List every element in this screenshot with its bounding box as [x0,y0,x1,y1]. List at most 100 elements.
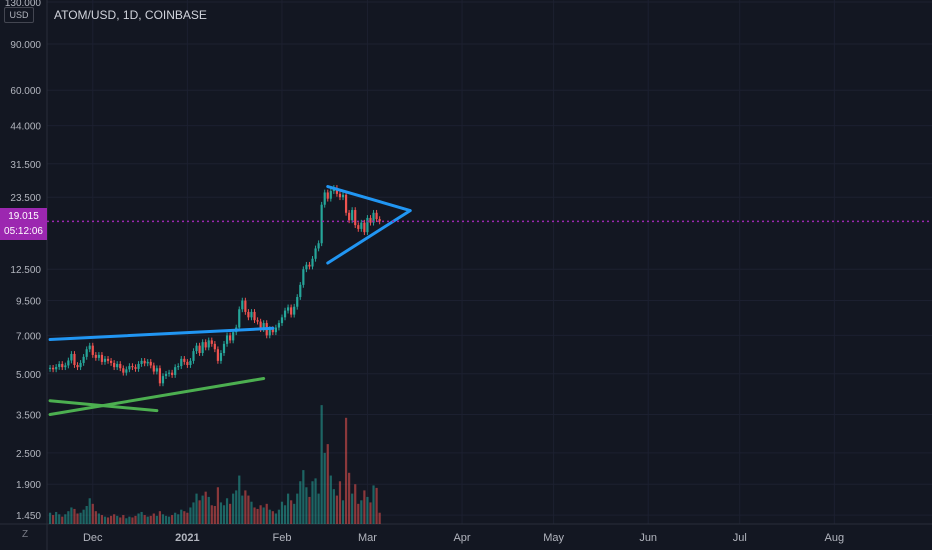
candle-body [61,363,64,368]
candle-body [344,194,348,213]
volume-bar [277,509,281,524]
volume-bar [329,475,332,524]
volume-bar [146,516,149,524]
volume-bar [161,514,165,524]
candle-body [216,349,219,361]
volume-bar [128,516,131,524]
candle-body [113,362,116,368]
candle-body [247,311,250,318]
candle-body [82,356,85,363]
candle-body [369,217,372,223]
candle-body [326,192,329,199]
candle-body [262,323,265,330]
candle-body [308,264,311,267]
volume-bar [268,509,271,524]
volume-bar [106,517,110,524]
volume-bar [311,481,314,524]
volume-bar [207,496,210,524]
candle-body [201,342,204,353]
volume-bar [274,513,277,524]
candle-body [354,210,357,226]
trend-line [48,326,275,342]
volume-bar [341,500,345,524]
candle-body [360,222,363,229]
candle-body [55,366,58,370]
candle-body [198,345,201,353]
candle-body [146,361,149,364]
candle-body [314,248,317,259]
volume-bar [354,484,357,524]
volume-bar [195,493,198,524]
currency-unit-badge[interactable]: USD [4,7,34,23]
y-tick-label: 44.000 [10,122,41,133]
volume-bar [82,509,85,524]
volume-bar [113,514,116,524]
candle-body [140,360,143,364]
candle-body [177,366,180,368]
candle-body [232,332,235,341]
candle-body [122,368,125,373]
volume-bar [88,498,91,524]
volume-bar [192,502,195,524]
candle-body [143,360,146,364]
volume-bar [363,490,366,524]
volume-bar [335,495,339,524]
volume-bar [70,507,73,524]
volume-bar [125,518,128,524]
candle-body [183,358,186,362]
volume-bar [241,495,244,524]
volume-bar [271,511,274,524]
volume-bar [210,505,213,524]
candle-body [70,353,73,361]
volume-bar [305,487,308,524]
volume-bar [296,493,299,524]
candle-body [277,323,281,328]
candle-body [225,335,229,344]
current-price-label: 19.015 [8,211,39,222]
candle-body [274,327,277,333]
price-axis-panel [0,0,47,550]
volume-bar [177,514,180,524]
candle-body [134,367,137,369]
candle-body [329,191,332,199]
volume-bar [52,515,55,524]
x-tick-label: Jun [639,532,657,544]
candle-body [171,372,174,375]
volume-bar [351,493,354,524]
candle-body [366,217,369,233]
volume-bar [67,511,70,524]
volume-bar [198,500,201,524]
volume-bar [158,511,162,524]
volume-bar [369,502,372,524]
candle-body [302,269,305,285]
symbol-title: ATOM/USD, 1D, COINBASE [54,8,207,22]
y-tick-label: 90.000 [10,40,41,51]
candle-body [293,306,296,315]
candle-body [378,219,381,222]
volume-bar [213,505,216,524]
volume-bar [219,502,223,524]
volume-bar [79,512,82,524]
volume-bar [85,505,88,524]
volume-bar [155,515,158,524]
candle-body [222,343,226,353]
y-tick-label: 130.000 [5,0,42,9]
candle-body [341,194,345,198]
candle-body [290,307,293,315]
volume-bar [357,503,360,524]
candle-body [283,310,287,318]
candle-body [94,354,97,358]
volume-bar [378,512,381,524]
y-tick-label: 60.000 [10,86,41,97]
candle-body [219,352,223,361]
volume-bar [326,444,329,524]
candle-body [76,365,79,368]
auto-scale-button[interactable]: Z [21,529,29,540]
trend-line [326,209,412,265]
candle-body [106,358,110,361]
y-tick-label: 3.500 [16,411,41,422]
volume-bar [76,513,79,524]
volume-bar [283,505,287,524]
volume-bar [143,515,146,524]
